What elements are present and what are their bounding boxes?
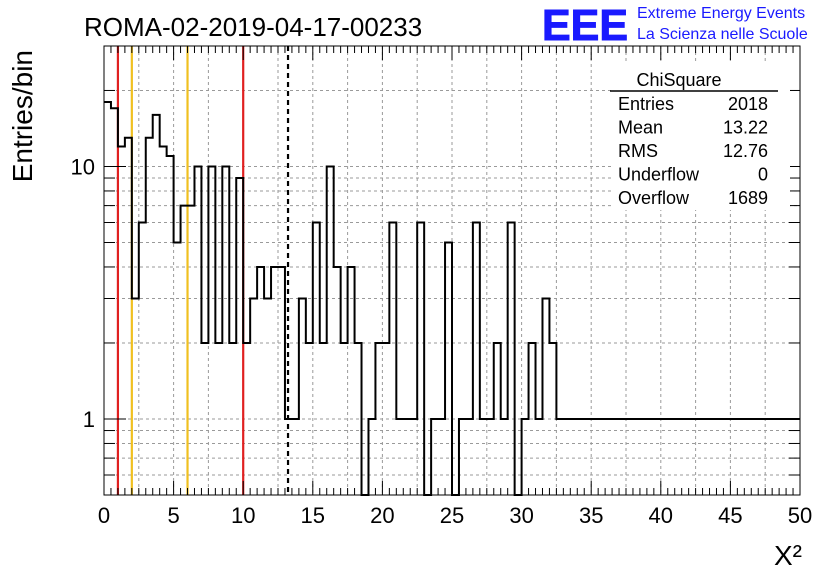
eee-logo-mark: EEE	[542, 1, 628, 50]
x-tick-label: 40	[649, 503, 673, 528]
axis-ticks	[103, 46, 801, 495]
stats-value: 2018	[728, 94, 768, 114]
x-tick-label: 45	[718, 503, 742, 528]
x-axis-label: X²	[774, 540, 802, 571]
stats-value: 13.22	[723, 118, 768, 138]
eee-logo-line2: La Scienza nelle Scuole	[637, 26, 808, 43]
stats-label: Mean	[618, 118, 663, 138]
stats-value: 12.76	[723, 141, 768, 161]
stats-label: RMS	[618, 141, 658, 161]
y-tick-label: 1	[83, 407, 95, 432]
axis-tick-labels: 0 5 10 15 20 25 30 35 40 45 50 1 10	[71, 154, 813, 528]
x-tick-label: 25	[440, 503, 464, 528]
stats-label: Entries	[618, 94, 674, 114]
stats-value: 0	[758, 165, 768, 185]
x-tick-label: 10	[231, 503, 255, 528]
stats-box: ChiSquare Entries 2018 Mean 13.22 RMS 12.76 Un…	[610, 62, 790, 210]
x-tick-label: 20	[370, 503, 394, 528]
y-tick-label: 10	[71, 154, 95, 179]
stats-title: ChiSquare	[636, 70, 721, 90]
stats-label: Underflow	[618, 165, 700, 185]
stats-label: Overflow	[618, 188, 690, 208]
x-tick-label: 0	[98, 503, 110, 528]
x-tick-label: 50	[788, 503, 812, 528]
x-tick-label: 15	[301, 503, 325, 528]
stats-value: 1689	[728, 188, 768, 208]
x-tick-label: 30	[509, 503, 533, 528]
chart-title: ROMA-02-2019-04-17-00233	[84, 12, 422, 42]
x-tick-label: 5	[167, 503, 179, 528]
eee-logo: EEE Extreme Energy Events La Scienza nel…	[542, 1, 808, 51]
x-tick-label: 35	[579, 503, 603, 528]
histogram-line	[104, 101, 800, 496]
marker-lines	[116, 46, 290, 495]
eee-logo-line1: Extreme Energy Events	[637, 5, 805, 22]
y-axis-label: Entries/bin	[7, 50, 38, 182]
